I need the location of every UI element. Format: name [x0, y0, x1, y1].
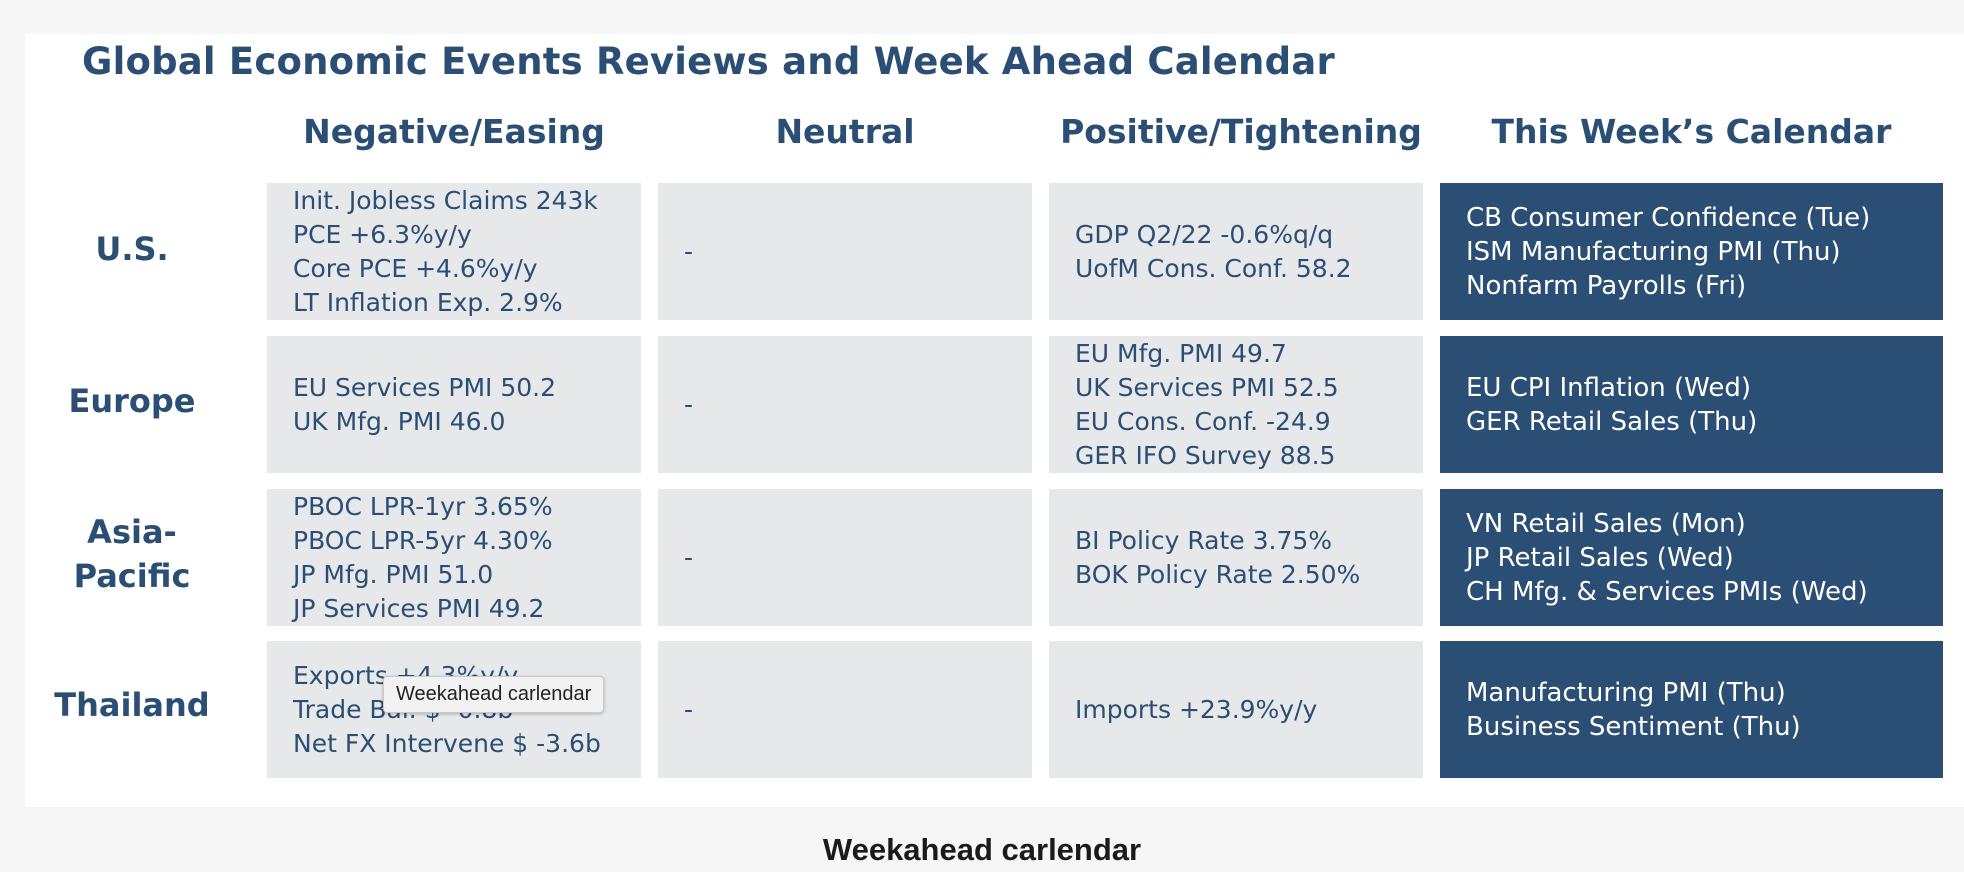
cell-line: CB Consumer Confidence (Tue): [1466, 202, 1871, 233]
column-header-positive-tightening: Positive/Tightening: [1060, 112, 1422, 151]
table-cell-neutral: -: [658, 641, 1032, 778]
cell-line: Manufacturing PMI (Thu): [1466, 677, 1786, 708]
table-cell-positive-tightening: GDP Q2/22 -0.6%q/q UofM Cons. Conf. 58.2: [1049, 183, 1423, 320]
cell-line: GER IFO Survey 88.5: [1075, 440, 1336, 470]
cell-line: EU CPI Inflation (Wed): [1466, 372, 1751, 403]
table-cell-positive-tightening: BI Policy Rate 3.75% BOK Policy Rate 2.50…: [1049, 489, 1423, 626]
row-label: Thailand: [42, 683, 222, 727]
table-cell-positive-tightening: EU Mfg. PMI 49.7 UK Services PMI 52.5 EU C…: [1049, 336, 1423, 473]
cell-line: -: [684, 236, 694, 266]
cell-line: Core PCE +4.6%y/y: [293, 253, 538, 283]
column-header-this-week-calendar: This Week’s Calendar: [1491, 112, 1892, 151]
cell-line: VN Retail Sales (Mon): [1466, 508, 1746, 539]
column-header-neutral: Neutral: [775, 112, 915, 151]
cell-line: -: [684, 542, 694, 572]
table-cell-negative-easing: EU Services PMI 50.2 UK Mfg. PMI 46.0: [267, 336, 641, 473]
column-header-negative-easing: Negative/Easing: [303, 112, 605, 151]
row-label: U.S.: [42, 227, 222, 271]
table-cell-neutral: -: [658, 336, 1032, 473]
row-label-line: U.S.: [95, 230, 169, 268]
table-cell-negative-easing: Init. Jobless Claims 243k PCE +6.3%y/y Cor…: [267, 183, 641, 320]
cell-line: UofM Cons. Conf. 58.2: [1075, 253, 1352, 283]
cell-line: JP Services PMI 49.2: [293, 593, 545, 623]
row-label: Asia- Pacific: [42, 510, 222, 598]
cell-line: Business Sentiment (Thu): [1466, 711, 1801, 742]
cell-line: PCE +6.3%y/y: [293, 219, 472, 249]
image-caption: Weekahead carlendar: [822, 832, 1142, 867]
page-title: Global Economic Events Reviews and Week …: [82, 40, 1335, 83]
cell-line: -: [684, 694, 694, 724]
cell-line: BOK Policy Rate 2.50%: [1075, 559, 1361, 589]
table-cell-this-week-calendar: EU CPI Inflation (Wed) GER Retail Sales (…: [1440, 336, 1943, 473]
table-cell-positive-tightening: Imports +23.9%y/y: [1049, 641, 1423, 778]
tooltip: Weekahead carlendar: [383, 676, 605, 713]
cell-line: EU Mfg. PMI 49.7: [1075, 338, 1287, 368]
cell-line: Nonfarm Payrolls (Fri): [1466, 270, 1747, 301]
cell-line: ISM Manufacturing PMI (Thu): [1466, 236, 1841, 267]
cell-line: Imports +23.9%y/y: [1075, 694, 1318, 724]
cell-line: GDP Q2/22 -0.6%q/q: [1075, 219, 1334, 249]
cell-line: Net FX Intervene $ -3.6b: [293, 728, 601, 758]
cell-line: CH Mfg. & Services PMIs (Wed): [1466, 576, 1868, 607]
row-label-line: Pacific: [73, 557, 191, 595]
table-cell-negative-easing: PBOC LPR-1yr 3.65% PBOC LPR-5yr 4.30% JP M…: [267, 489, 641, 626]
cell-line: LT Inflation Exp. 2.9%: [293, 287, 563, 317]
cell-line: JP Retail Sales (Wed): [1466, 542, 1734, 573]
table-cell-this-week-calendar: CB Consumer Confidence (Tue) ISM Manufact…: [1440, 183, 1943, 320]
cell-line: JP Mfg. PMI 51.0: [293, 559, 494, 589]
row-label: Europe: [42, 379, 222, 423]
table-cell-neutral: -: [658, 489, 1032, 626]
cell-line: BI Policy Rate 3.75%: [1075, 525, 1333, 555]
cell-line: PBOC LPR-1yr 3.65%: [293, 491, 553, 521]
row-label-line: Asia-: [87, 513, 177, 551]
table-cell-neutral: -: [658, 183, 1032, 320]
cell-line: EU Services PMI 50.2: [293, 372, 557, 402]
cell-line: GER Retail Sales (Thu): [1466, 406, 1758, 437]
table-cell-this-week-calendar: VN Retail Sales (Mon) JP Retail Sales (We…: [1440, 489, 1943, 626]
table-cell-this-week-calendar: Manufacturing PMI (Thu) Business Sentimen…: [1440, 641, 1943, 778]
cell-line: Init. Jobless Claims 243k: [293, 185, 598, 215]
cell-line: UK Mfg. PMI 46.0: [293, 406, 506, 436]
cell-line: PBOC LPR-5yr 4.30%: [293, 525, 553, 555]
cell-line: -: [684, 389, 694, 419]
row-label-line: Europe: [68, 382, 196, 420]
cell-line: UK Services PMI 52.5: [1075, 372, 1339, 402]
cell-line: EU Cons. Conf. -24.9: [1075, 406, 1331, 436]
row-label-line: Thailand: [54, 686, 210, 724]
